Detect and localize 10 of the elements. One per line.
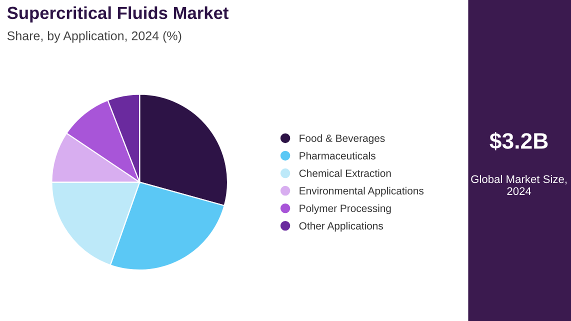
legend-label: Chemical Extraction [299,169,391,178]
legend-label: Pharmaceuticals [300,152,376,160]
legend-label: Food & Beverages [300,134,385,144]
legend-label: Other Applications [299,222,384,232]
chart-subtitle: Share, by Application, 2024 (%) [7,31,182,43]
chart-title: Supercritical Fluids Market [7,6,229,23]
legend-label: Environmental Applications [300,186,424,197]
text: $3.2B [490,132,548,150]
text: Global Market Size, 2024 [471,174,567,196]
legend-label: Polymer Processing [300,204,391,214]
